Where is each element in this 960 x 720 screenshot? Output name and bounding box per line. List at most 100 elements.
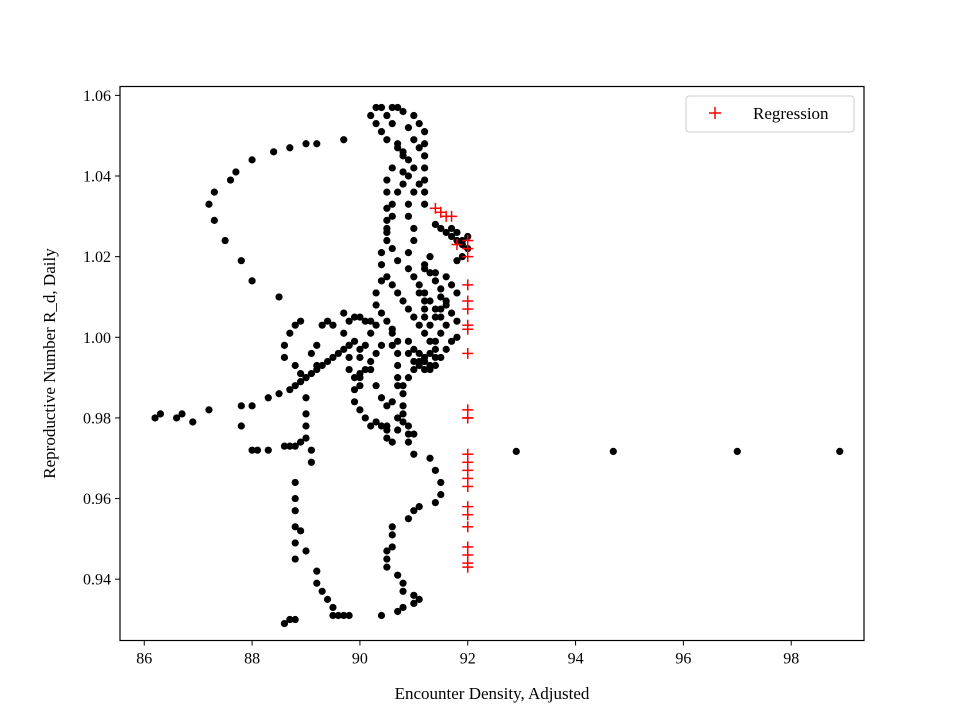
data-point <box>350 386 359 394</box>
data-point <box>302 422 310 430</box>
x-tick-label: 98 <box>783 651 799 668</box>
data-point <box>280 619 289 628</box>
data-point <box>453 289 461 297</box>
regression-point <box>462 303 474 315</box>
data-point <box>421 365 429 374</box>
data-points <box>151 103 844 628</box>
data-point <box>437 224 445 233</box>
data-point <box>399 107 407 116</box>
data-point <box>264 394 272 402</box>
data-point <box>388 341 396 349</box>
data-point <box>421 176 429 184</box>
regression-point <box>451 239 463 251</box>
data-point <box>415 119 423 128</box>
data-point <box>421 140 429 148</box>
data-point <box>340 309 348 317</box>
data-point <box>232 168 240 176</box>
data-point <box>410 164 418 172</box>
data-point <box>248 402 256 410</box>
data-point <box>291 494 299 503</box>
x-tick-label: 92 <box>460 651 476 668</box>
data-point <box>237 257 245 265</box>
data-point <box>431 466 439 474</box>
data-point <box>329 603 337 612</box>
data-point <box>836 447 844 455</box>
data-point <box>453 257 461 265</box>
data-point <box>377 422 386 430</box>
data-point <box>323 357 332 366</box>
data-point <box>388 438 396 446</box>
data-point <box>291 321 299 329</box>
data-point <box>447 309 456 317</box>
data-point <box>356 369 364 378</box>
data-point <box>404 172 413 180</box>
data-point <box>323 317 332 325</box>
data-point <box>377 309 386 317</box>
data-point <box>210 216 218 224</box>
data-point <box>313 579 321 587</box>
data-point <box>329 353 337 362</box>
data-point <box>410 599 418 608</box>
data-point <box>415 595 423 603</box>
y-tick-label: 1.02 <box>83 249 111 266</box>
data-point <box>383 547 391 555</box>
data-point <box>421 289 429 297</box>
data-point <box>345 611 353 620</box>
data-point <box>334 349 342 358</box>
data-point <box>383 273 391 281</box>
data-point <box>388 119 396 128</box>
data-point <box>421 200 429 208</box>
data-point <box>345 365 353 374</box>
data-point <box>383 426 391 434</box>
data-point <box>280 353 289 362</box>
regression-point <box>462 509 474 521</box>
data-point <box>404 305 413 313</box>
data-point <box>447 232 456 241</box>
data-point <box>345 341 353 349</box>
data-point <box>404 124 413 132</box>
data-point <box>297 369 305 378</box>
data-point <box>275 390 283 398</box>
data-point <box>383 204 391 212</box>
data-point <box>350 398 359 406</box>
data-point <box>221 236 229 245</box>
data-point <box>248 277 256 285</box>
data-point <box>280 341 289 349</box>
data-point <box>415 321 423 329</box>
data-point <box>404 515 413 523</box>
data-point <box>361 341 369 349</box>
data-point <box>421 313 429 321</box>
data-point <box>421 353 429 362</box>
data-point <box>426 337 434 345</box>
data-point <box>421 265 429 273</box>
data-point <box>291 523 299 531</box>
data-point <box>383 317 391 325</box>
data-point <box>372 301 380 309</box>
y-tick-label: 1.06 <box>83 88 111 105</box>
data-point <box>367 422 375 430</box>
data-point <box>383 176 391 184</box>
data-point <box>426 297 434 305</box>
data-point <box>404 265 413 273</box>
data-point <box>399 168 407 176</box>
data-point <box>426 321 434 329</box>
data-point <box>404 430 413 438</box>
data-point <box>404 349 413 358</box>
data-point <box>372 382 380 390</box>
legend-box <box>685 95 855 133</box>
data-point <box>356 406 364 414</box>
data-point <box>302 547 310 555</box>
data-point <box>291 555 299 563</box>
data-point <box>248 446 256 454</box>
data-point <box>394 361 402 370</box>
data-point <box>410 345 418 353</box>
data-point <box>205 200 213 208</box>
data-point <box>426 454 434 462</box>
data-point <box>388 531 396 539</box>
data-point <box>367 365 375 374</box>
data-point <box>345 353 353 362</box>
data-point <box>421 152 429 160</box>
y-tick-label: 1.04 <box>83 169 111 186</box>
regression-point <box>462 323 474 335</box>
